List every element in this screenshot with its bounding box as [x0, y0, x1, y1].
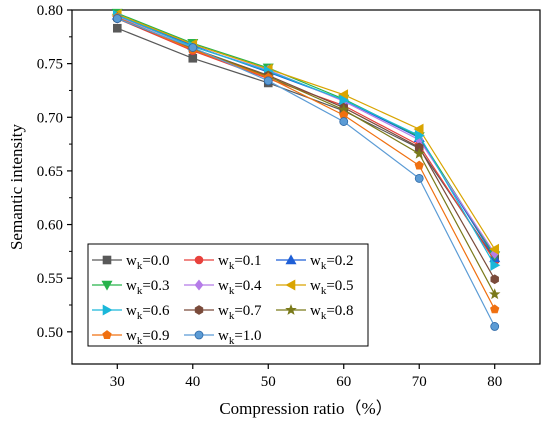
legend-label: wk=0.9 [126, 328, 170, 347]
legend-label: wk=0.1 [218, 253, 262, 272]
data-point [339, 117, 349, 126]
legend-entry: wk=0.8 [276, 303, 354, 322]
data-point [188, 43, 198, 52]
legend-entry: wk=0.4 [184, 278, 262, 297]
legend-marker [102, 255, 112, 265]
plot-frame [71, 9, 541, 365]
data-point [112, 14, 122, 23]
legend-entry: wk=0.6 [92, 303, 170, 322]
data-point [339, 94, 350, 106]
legend-marker [194, 330, 204, 340]
data-point [414, 129, 425, 142]
plot-area: 30 40 50 60 70 80 0.50 0.55 0.60 0.65 0.70 0.75 0.80… [37, 3, 541, 390]
legend-marker [194, 305, 204, 315]
series-line [117, 14, 496, 266]
series-line [117, 16, 496, 295]
legend-label: wk=0.7 [218, 303, 262, 322]
legend-label: wk=0.6 [126, 303, 170, 322]
legend-entry: wk=0.9 [92, 328, 170, 347]
legend-label: wk=0.5 [310, 278, 354, 297]
data-point [488, 288, 501, 300]
y-tick-label: 0.70 [37, 110, 63, 126]
legend-marker [285, 279, 296, 291]
series-line [117, 18, 496, 327]
series-7 [113, 13, 499, 285]
legend-entry: wk=0.5 [276, 278, 354, 297]
series-5 [111, 8, 500, 255]
series-2 [111, 9, 501, 263]
data-point [490, 304, 500, 314]
x-tick-label: 70 [412, 374, 427, 390]
legend-label: wk=0.0 [126, 253, 170, 272]
data-point [413, 123, 424, 135]
data-point [489, 243, 500, 255]
y-tick-label: 0.55 [37, 271, 63, 287]
series-line [117, 13, 496, 250]
legend-marker [101, 280, 113, 291]
series-line [117, 18, 496, 262]
x-tick-label: 50 [261, 374, 276, 390]
x-tick-label: 60 [336, 374, 351, 390]
x-tick-label: 40 [185, 374, 200, 390]
legend-marker [194, 279, 204, 291]
y-tick-label: 0.65 [37, 164, 63, 180]
legend-label: wk=0.8 [310, 303, 354, 322]
legend-label: wk=0.2 [310, 253, 354, 272]
legend-marker [285, 303, 297, 315]
series-1 [112, 14, 500, 266]
series-10 [112, 14, 500, 331]
x-tick-label: 30 [110, 374, 125, 390]
series-line [117, 16, 496, 310]
legend-entry: wk=0.7 [184, 303, 262, 322]
data-point [490, 274, 499, 285]
data-point [490, 259, 501, 271]
x-axis-title: Compression ratio（%） [219, 399, 392, 418]
legend-entry: wk=0.0 [92, 253, 170, 272]
legend: wk=0.0 wk=0.1 wk=0.2 wk=0.3 wk=0.4 wk=0.5 wk=0… [87, 243, 369, 347]
y-tick-label: 0.60 [37, 218, 63, 234]
data-point [414, 160, 424, 170]
data-point [414, 174, 424, 183]
series-line [117, 18, 496, 280]
legend-marker [102, 330, 112, 339]
legend-box [87, 243, 369, 347]
data-point [263, 76, 273, 86]
series-line [117, 15, 496, 254]
data-point [413, 147, 425, 159]
data-point [490, 322, 500, 331]
legend-marker [194, 255, 204, 265]
legend-entry: wk=1.0 [184, 328, 262, 347]
series-0 [112, 23, 500, 264]
series-line [117, 27, 496, 260]
series-line [117, 14, 496, 259]
y-tick-label: 0.75 [37, 57, 63, 73]
legend-marker [102, 304, 113, 316]
legend-label: wk=1.0 [218, 328, 262, 347]
legend-label: wk=0.3 [126, 278, 170, 297]
series-line [117, 12, 496, 257]
data-point [188, 53, 198, 63]
legend-entry: wk=0.3 [92, 278, 170, 297]
y-tick-label: 0.80 [37, 3, 63, 19]
legend-label: wk=0.4 [218, 278, 262, 297]
y-tick-label: 0.50 [37, 325, 63, 341]
legend-marker [285, 254, 297, 265]
legend-entry: wk=0.2 [276, 253, 354, 272]
y-axis-title: Semantic intensity [7, 123, 26, 250]
data-point [112, 23, 122, 33]
legend-entry: wk=0.1 [184, 253, 262, 272]
x-tick-label: 80 [487, 374, 502, 390]
